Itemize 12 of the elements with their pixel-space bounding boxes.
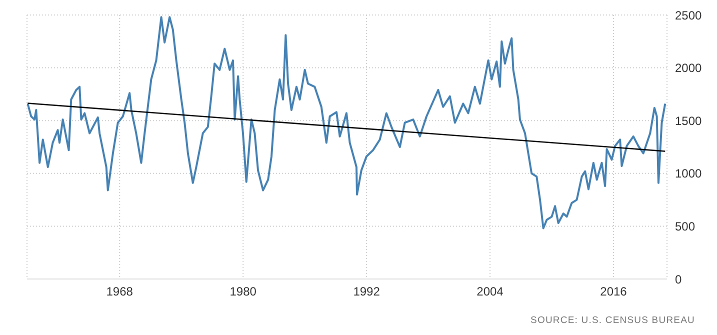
- source-note: SOURCE: U.S. CENSUS BUREAU: [530, 315, 695, 326]
- y-tick-label: 1500: [675, 114, 702, 128]
- x-tick-label: 1992: [353, 284, 380, 299]
- x-tick-label: 1968: [106, 284, 134, 299]
- y-tick-label: 2000: [675, 61, 702, 76]
- x-tick-label: 1980: [230, 284, 257, 299]
- y-tick-label: 2500: [675, 8, 702, 22]
- x-tick-label: 2016: [600, 284, 628, 299]
- y-tick-label: 0: [675, 272, 682, 286]
- y-tick-label: 1000: [675, 166, 702, 181]
- y-tick-label: 500: [675, 219, 696, 234]
- x-tick-label: 2004: [476, 284, 504, 299]
